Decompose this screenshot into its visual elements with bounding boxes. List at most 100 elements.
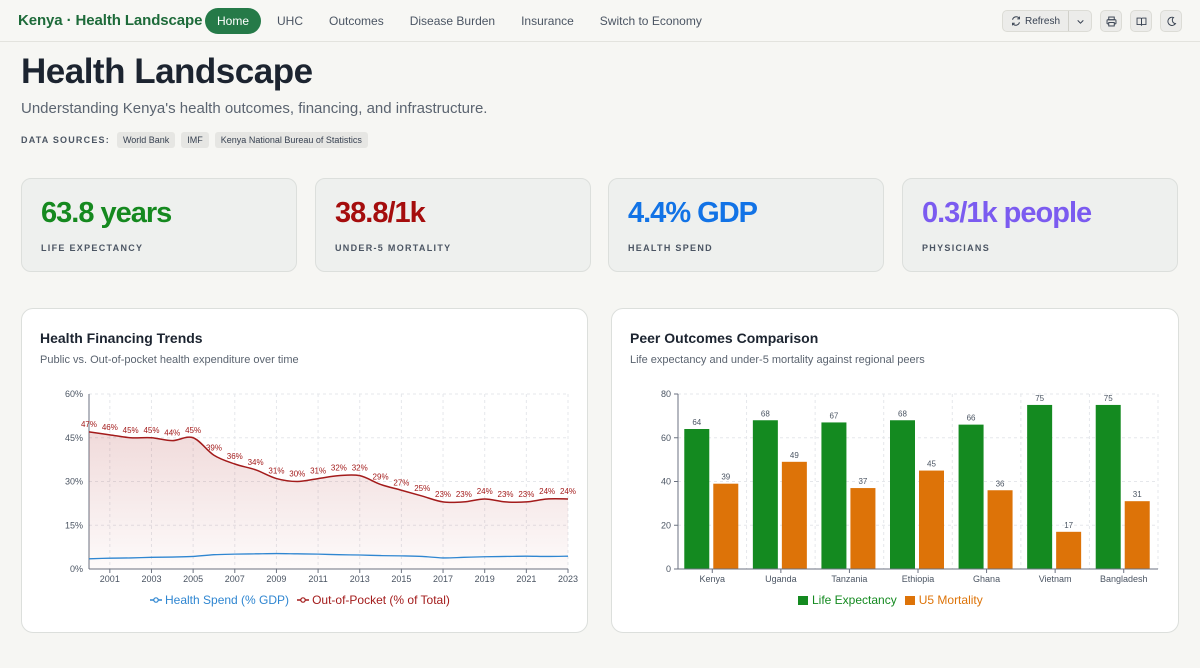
y-tick-label: 20 — [661, 520, 671, 530]
y-tick-label: 80 — [661, 389, 671, 399]
oop-data-label: 23% — [518, 490, 534, 499]
peers-card-title: Peer Outcomes Comparison — [630, 330, 819, 346]
x-tick-label: Vietnam — [1039, 574, 1072, 584]
oop-data-label: 24% — [560, 487, 576, 496]
kpi-label: HEALTH SPEND — [628, 243, 713, 253]
life-expectancy-bar — [684, 429, 710, 569]
page-title: Health Landscape — [21, 52, 313, 91]
peer-outcomes-chart[interactable]: 0 20 40 60 80 64 39 Kenya 68 49 Uganda 67 37 Tanzania… — [612, 309, 1180, 634]
x-tick-label: 2011 — [308, 574, 327, 584]
legend-item-out-of-pocket[interactable]: Out-of-Pocket (% of Total) — [297, 593, 450, 607]
peers-card-subtitle: Life expectancy and under-5 mortality ag… — [630, 354, 925, 366]
x-tick-label: 2013 — [350, 574, 370, 584]
nav-link-switch-economy[interactable]: Switch to Economy — [599, 14, 702, 28]
nav-link-uhc[interactable]: UHC — [277, 14, 304, 28]
x-tick-label: 2021 — [516, 574, 536, 584]
nav-link-home[interactable]: Home — [205, 8, 262, 34]
y-tick-label: 45% — [65, 433, 83, 443]
theme-toggle-button[interactable] — [1160, 10, 1182, 32]
x-tick-label: 2005 — [183, 574, 203, 584]
page-subtitle: Understanding Kenya's health outcomes, f… — [21, 100, 488, 117]
data-sources: DATA SOURCES: World Bank IMF Kenya Natio… — [21, 132, 368, 148]
oop-data-label: 46% — [102, 423, 118, 432]
refresh-label: Refresh — [1024, 15, 1060, 27]
oop-data-label: 24% — [539, 487, 555, 496]
oop-data-label: 32% — [352, 464, 368, 473]
x-tick-label: Ethiopia — [902, 574, 935, 584]
financing-legend: Health Spend (% GDP) Out-of-Pocket (% of… — [150, 593, 450, 607]
oop-data-label: 44% — [164, 429, 180, 438]
nav-links: Home UHC Outcomes Disease Burden Insuran… — [205, 8, 715, 34]
refresh-button[interactable]: Refresh — [1003, 11, 1069, 31]
print-button[interactable] — [1100, 10, 1122, 32]
oop-data-label: 32% — [331, 464, 347, 473]
kpi-label: PHYSICIANS — [922, 243, 991, 253]
oop-data-label: 45% — [185, 426, 201, 435]
financing-trends-card: Health Financing Trends Public vs. Out-o… — [21, 308, 588, 633]
health-spend-series-line — [88, 552, 569, 560]
life-expectancy-bar — [890, 420, 915, 569]
peer-outcomes-card: Peer Outcomes Comparison Life expectancy… — [611, 308, 1179, 633]
u5-mortality-bar — [713, 483, 739, 569]
bar-data-label: 68 — [761, 409, 770, 418]
oop-data-label: 23% — [435, 490, 451, 499]
oop-data-label: 36% — [227, 452, 243, 461]
peers-legend: Life Expectancy U5 Mortality — [798, 593, 983, 607]
nav-link-outcomes[interactable]: Outcomes — [329, 14, 384, 28]
x-tick-label: Tanzania — [831, 574, 867, 584]
oop-data-label: 30% — [289, 470, 305, 479]
life-expectancy-bar — [1095, 404, 1121, 569]
u5-mortality-bar — [850, 488, 876, 569]
legend-item-life-expectancy[interactable]: Life Expectancy — [798, 593, 897, 607]
y-tick-label: 15% — [65, 520, 83, 530]
y-tick-label: 0 — [666, 564, 671, 574]
bar-data-label: 75 — [1104, 394, 1113, 403]
financing-trends-chart[interactable]: 0% 15% 30% 45% 60% 2001 2003 2005 2007 2009 2011 20… — [22, 309, 589, 634]
x-tick-label: 2015 — [391, 574, 411, 584]
financing-card-title: Health Financing Trends — [40, 330, 203, 346]
y-tick-label: 60% — [65, 389, 83, 399]
refresh-icon — [1012, 16, 1020, 26]
oop-data-label: 47% — [81, 420, 97, 429]
y-tick-label: 0% — [70, 564, 83, 574]
legend-label: Out-of-Pocket (% of Total) — [312, 593, 450, 607]
u5-mortality-bar — [987, 490, 1013, 569]
x-tick-label: Bangladesh — [1100, 574, 1148, 584]
kpi-value: 63.8 years — [41, 197, 172, 229]
top-nav: Kenya · Health Landscape Home UHC Outcom… — [0, 0, 1200, 42]
bar-data-label: 37 — [858, 477, 867, 486]
kpi-card-under5-mortality: 38.8/1k UNDER-5 MORTALITY — [315, 178, 591, 272]
bar-data-label: 64 — [692, 418, 701, 427]
legend-item-u5-mortality[interactable]: U5 Mortality — [904, 593, 983, 607]
bar-data-label: 36 — [996, 479, 1005, 488]
nav-link-disease-burden[interactable]: Disease Burden — [409, 14, 496, 28]
nav-link-insurance[interactable]: Insurance — [521, 14, 574, 28]
moon-icon — [1166, 16, 1176, 26]
oop-data-label: 24% — [477, 487, 493, 496]
kpi-card-physicians: 0.3/1k people PHYSICIANS — [902, 178, 1178, 272]
refresh-dropdown-button[interactable] — [1069, 11, 1091, 31]
legend-item-health-spend[interactable]: Health Spend (% GDP) — [150, 593, 289, 607]
legend-square-marker-icon — [904, 595, 915, 605]
data-sources-label: DATA SOURCES: — [21, 135, 110, 145]
brand-title[interactable]: Kenya · Health Landscape — [18, 12, 203, 29]
life-expectancy-bar — [1027, 404, 1053, 569]
oop-data-label: 29% — [373, 472, 389, 481]
life-expectancy-bar — [752, 420, 778, 569]
source-badge-world-bank: World Bank — [116, 132, 176, 148]
book-icon — [1136, 17, 1146, 26]
oop-data-label: 25% — [414, 484, 430, 493]
x-tick-label: 2023 — [558, 574, 578, 584]
x-tick-label: 2019 — [475, 574, 495, 584]
oop-series-line — [88, 431, 569, 504]
source-badge-knbs: Kenya National Bureau of Statistics — [214, 132, 368, 148]
oop-data-label: 23% — [498, 490, 514, 499]
x-tick-label: Ghana — [973, 574, 1000, 584]
bar-data-label: 17 — [1064, 521, 1073, 530]
bar-data-label: 75 — [1035, 394, 1044, 403]
x-tick-label: 2017 — [433, 574, 453, 584]
kpi-value: 4.4% GDP — [628, 197, 758, 229]
x-tick-label: 2007 — [225, 574, 245, 584]
docs-button[interactable] — [1130, 10, 1152, 32]
oop-area — [89, 431, 568, 569]
